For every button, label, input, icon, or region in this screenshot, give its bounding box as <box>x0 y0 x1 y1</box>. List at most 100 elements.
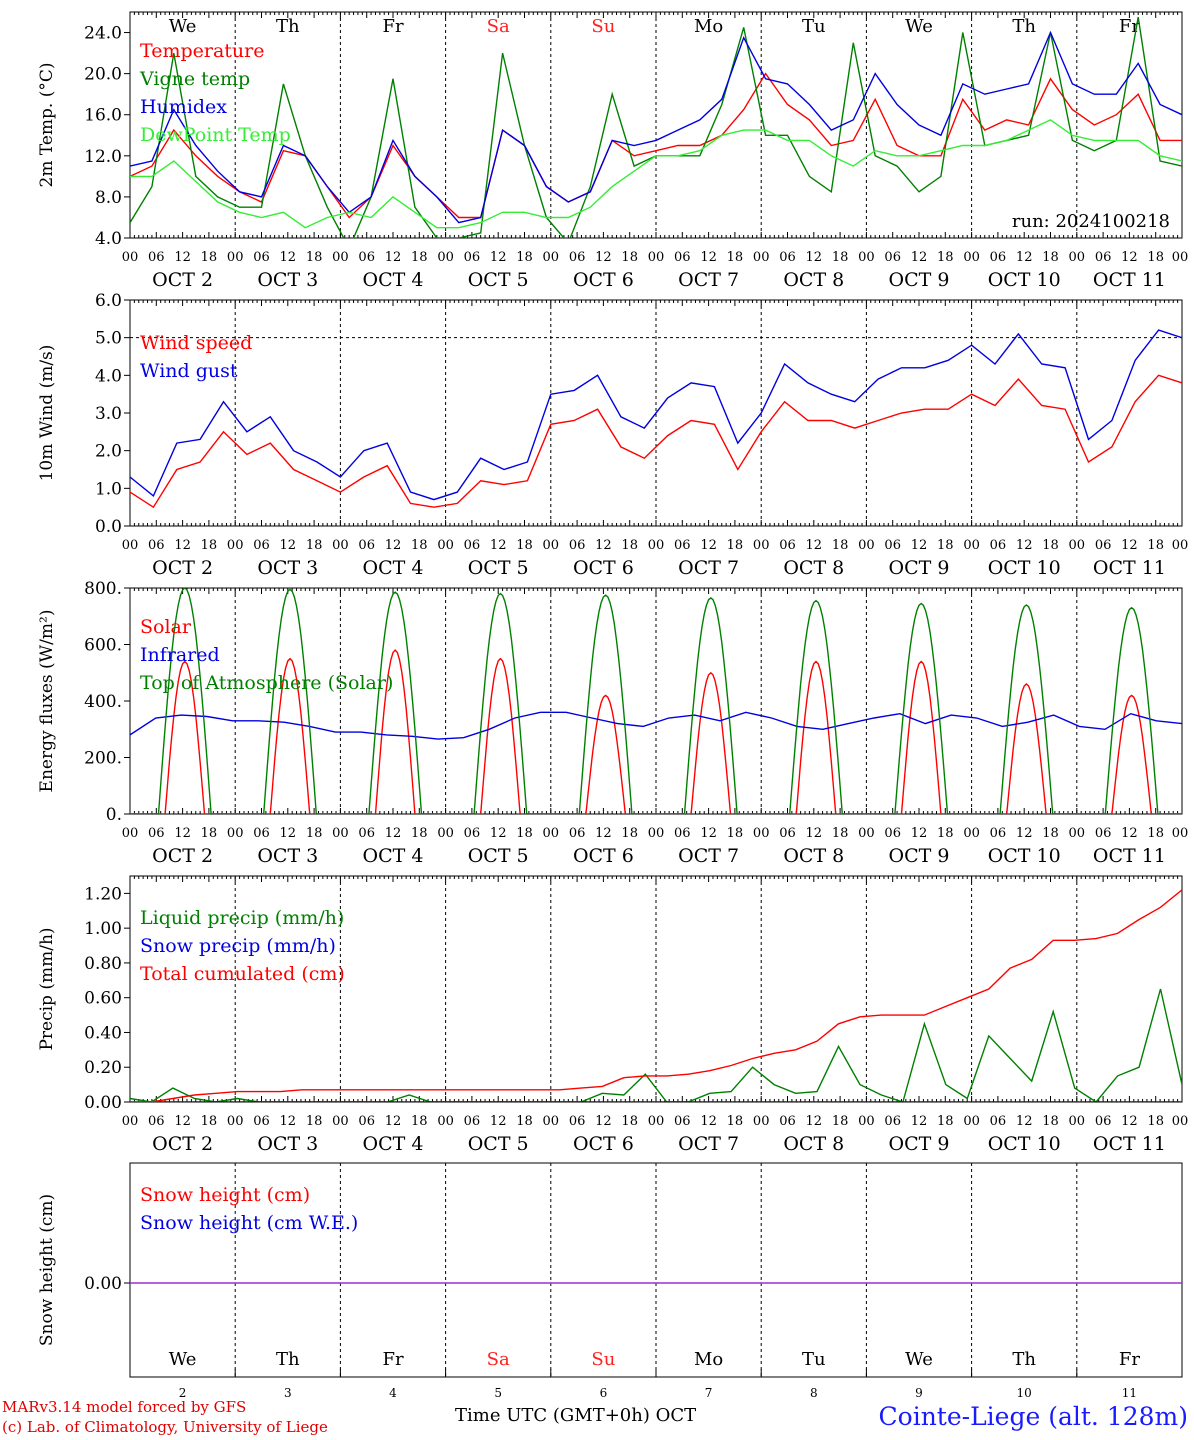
y-tick-label: 200. <box>84 749 122 769</box>
y-tick-label: 0.20 <box>84 1058 122 1078</box>
hour-label: 12 <box>490 538 507 553</box>
hour-label: 06 <box>674 250 691 265</box>
y-tick-label: 0.00 <box>84 1274 122 1294</box>
hour-label: 00 <box>543 1114 560 1129</box>
legend-entry-3: Humidex <box>140 96 227 118</box>
day-name: We <box>169 16 197 37</box>
date-label: OCT 11 <box>1093 845 1166 867</box>
y-tick-label: 800. <box>84 579 122 599</box>
hour-label: 06 <box>779 538 796 553</box>
date-label: OCT 6 <box>573 269 634 291</box>
hour-label: 18 <box>1147 250 1164 265</box>
hour-label: 00 <box>122 250 139 265</box>
date-label: OCT 9 <box>889 557 950 579</box>
hour-label: 00 <box>858 250 875 265</box>
date-label: OCT 10 <box>988 557 1061 579</box>
hour-label: 18 <box>832 538 849 553</box>
date-label: OCT 7 <box>678 845 739 867</box>
legend-entry-4: DewPoint Temp <box>140 124 291 146</box>
series-line-3 <box>130 889 1182 1102</box>
hour-label: 00 <box>648 826 665 841</box>
hour-label: 06 <box>1095 1114 1112 1129</box>
y-axis-label: Snow height (cm) <box>37 1194 57 1346</box>
hour-label: 06 <box>464 250 481 265</box>
date-label: OCT 9 <box>889 1133 950 1155</box>
date-label: OCT 8 <box>783 269 844 291</box>
hour-label: 18 <box>411 1114 428 1129</box>
hour-label: 18 <box>727 250 744 265</box>
hour-label: 06 <box>779 1114 796 1129</box>
hour-label: 06 <box>779 250 796 265</box>
hour-label: 06 <box>253 826 270 841</box>
hour-label: 12 <box>806 538 823 553</box>
hour-label: 06 <box>464 1114 481 1129</box>
hour-label: 00 <box>963 538 980 553</box>
hour-label: 00 <box>437 250 454 265</box>
hour-label: 18 <box>516 250 533 265</box>
hour-label: 06 <box>674 1114 691 1129</box>
hour-label: 12 <box>174 1114 191 1129</box>
day-name: Fr <box>382 16 403 37</box>
hour-label: 00 <box>227 1114 244 1129</box>
hour-label: 12 <box>595 538 612 553</box>
date-label: OCT 8 <box>783 1133 844 1155</box>
meteogram: 4.08.012.016.020.024.02m Temp. (°C)00 06 1… <box>37 11 1189 1400</box>
y-tick-label: 6.0 <box>95 291 122 311</box>
y-tick-label: 1.0 <box>95 479 122 499</box>
hour-label: 12 <box>174 538 191 553</box>
day-name: Tu <box>802 1349 826 1370</box>
hour-label: 00 <box>227 826 244 841</box>
series-line-2 <box>130 711 1182 740</box>
hour-label: 06 <box>569 1114 586 1129</box>
hour-label: 18 <box>516 538 533 553</box>
hour-label: 06 <box>884 250 901 265</box>
hour-label: 06 <box>884 826 901 841</box>
hour-label: 18 <box>1042 538 1059 553</box>
hour-label: 00 <box>963 826 980 841</box>
date-label: OCT 4 <box>363 845 424 867</box>
hour-label: 12 <box>385 250 402 265</box>
hour-label: 00 <box>332 538 349 553</box>
legend-entry-3: Total cumulated (cm) <box>140 963 345 985</box>
date-label: OCT 11 <box>1093 557 1166 579</box>
hour-label: 18 <box>1042 1114 1059 1129</box>
hour-label: 12 <box>911 1114 928 1129</box>
date-label: OCT 3 <box>257 269 318 291</box>
hour-label: 00 <box>437 538 454 553</box>
legend-entry-3: Top of Atmosphere (Solar) <box>140 672 393 694</box>
y-tick-label: 0.40 <box>84 1023 122 1043</box>
hour-label: 06 <box>884 538 901 553</box>
hour-label: 12 <box>490 1114 507 1129</box>
legend-entry-1: Temperature <box>140 40 264 62</box>
hour-label: 12 <box>700 250 717 265</box>
hour-label: 00 <box>858 1114 875 1129</box>
date-label: OCT 2 <box>152 269 213 291</box>
hour-label: 18 <box>411 826 428 841</box>
hour-label: 00 <box>1172 826 1189 841</box>
y-tick-label: 1.20 <box>84 884 122 904</box>
bottom-date-label: 5 <box>494 1386 502 1400</box>
hour-label: 18 <box>1147 538 1164 553</box>
legend-entry-1: Solar <box>140 616 192 638</box>
hour-label: 18 <box>306 250 323 265</box>
date-label: OCT 7 <box>678 557 739 579</box>
hour-label: 06 <box>569 250 586 265</box>
hour-label: 18 <box>621 250 638 265</box>
hour-label: 12 <box>595 250 612 265</box>
hour-label: 00 <box>753 826 770 841</box>
series-line-4 <box>130 119 1182 229</box>
legend-entry-1: Snow height (cm) <box>140 1184 310 1206</box>
hour-label: 18 <box>1042 250 1059 265</box>
day-name: Su <box>591 16 615 37</box>
hour-label: 12 <box>911 826 928 841</box>
date-label: OCT 8 <box>783 557 844 579</box>
hour-label: 00 <box>648 538 665 553</box>
hour-label: 12 <box>280 250 297 265</box>
hour-label: 06 <box>358 1114 375 1129</box>
hour-label: 06 <box>464 826 481 841</box>
date-label: OCT 6 <box>573 1133 634 1155</box>
hour-label: 12 <box>911 538 928 553</box>
bottom-date-label: 11 <box>1122 1386 1137 1400</box>
hour-label: 00 <box>648 250 665 265</box>
date-label: OCT 7 <box>678 1133 739 1155</box>
